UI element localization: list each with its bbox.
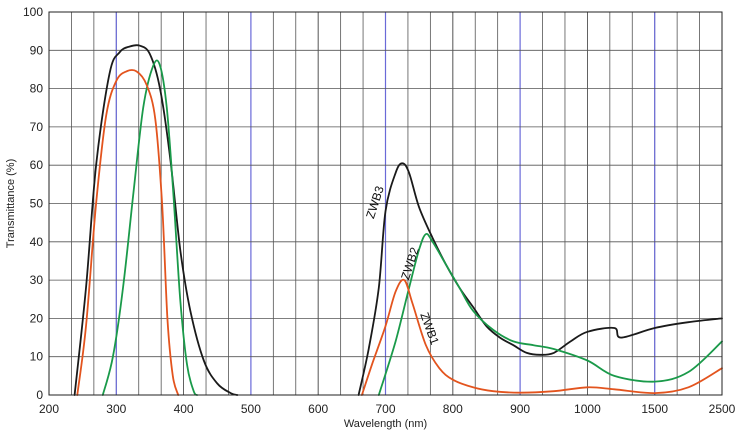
x-tick-label: 1000 [574,402,601,416]
x-tick-label: 900 [510,402,530,416]
y-tick-label: 40 [30,235,44,249]
x-tick-label: 400 [174,402,194,416]
y-tick-label: 20 [30,311,44,325]
x-tick-label: 2500 [709,402,736,416]
series-line-zwb3 [73,44,239,396]
y-tick-label: 10 [30,350,44,364]
x-tick-label: 200 [39,402,59,416]
series-line-zwb2 [377,233,723,396]
y-tick-label: 70 [30,120,44,134]
y-tick-label: 90 [30,43,44,57]
y-tick-label: 60 [30,158,44,172]
series-label-zwb2: ZWB2 [398,245,422,281]
x-tick-label: 300 [106,402,126,416]
x-tick-label: 600 [308,402,328,416]
series-lines [73,44,723,396]
series-line-zwb1 [361,278,723,396]
y-tick-label: 50 [30,197,44,211]
y-tick-labels: 0 10 20 30 40 50 60 70 80 90 100 [23,5,43,402]
series-label-zwb3: ZWB3 [363,184,387,220]
x-tick-label: 500 [241,402,261,416]
y-tick-label: 30 [30,273,44,287]
y-tick-label: 80 [30,82,44,96]
series-line-zwb2 [101,59,198,396]
x-tick-label: 800 [443,402,463,416]
plot-frame [48,11,723,396]
x-tick-label: 700 [375,402,395,416]
x-tick-labels: 200 300 400 500 600 700 800 900 1000 1500 2500 [39,402,736,416]
y-axis-label: Transmittance (%) [5,159,17,248]
x-tick-label: 1500 [641,402,668,416]
y-tick-label: 100 [23,5,43,19]
series-line-zwb3 [357,162,723,396]
y-tick-label: 0 [36,388,43,402]
series-line-zwb1 [76,69,180,396]
x-axis-label: Wavelength (nm) [344,418,427,430]
